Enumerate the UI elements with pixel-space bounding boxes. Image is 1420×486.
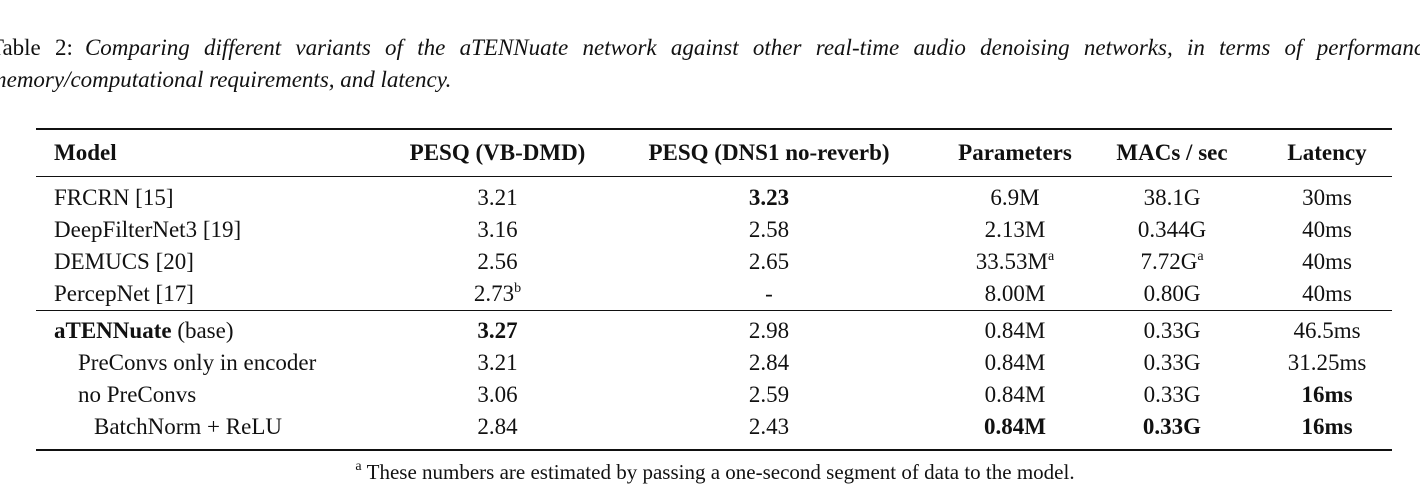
table-row: DeepFilterNet3 [19] 3.16 2.58 2.13M 0.344G 40… — [36, 214, 1392, 246]
row-group: aTENNuate (base) 3.27 2.98 0.84M 0.33G 46.5ms… — [36, 310, 1392, 450]
cell: 0.84M — [948, 411, 1082, 450]
cell: 16ms — [1262, 411, 1392, 450]
cell: 7.72Ga — [1082, 246, 1262, 278]
cell: 0.33G — [1143, 350, 1201, 375]
table-row: BatchNorm + ReLU 2.84 2.43 0.84M 0.33G 16ms — [36, 411, 1392, 450]
header-cell: Latency — [1287, 140, 1367, 165]
table-row: no PreConvs 3.06 2.59 0.84M 0.33G 16ms — [36, 379, 1392, 411]
cell: 0.84M — [984, 350, 1046, 375]
cell: 8.00M — [984, 281, 1046, 306]
footnote-text: These numbers are estimated by passing a… — [366, 460, 1075, 484]
cell: DeepFilterNet3 [19] — [54, 217, 242, 242]
row-group: FRCRN [15] 3.21 3.23 6.9M 38.1G 30ms DeepFilte… — [36, 177, 1392, 311]
cell: 0.33G — [1143, 318, 1201, 343]
cell: 3.16 — [477, 217, 518, 242]
table-row: FRCRN [15] 3.21 3.23 6.9M 38.1G 30ms — [36, 177, 1392, 215]
header-row: Model PESQ (VB-DMD) PESQ (DNS1 no-reverb) P… — [36, 129, 1392, 177]
footnotes: a These numbers are estimated by passing … — [0, 458, 1420, 486]
cell: 31.25ms — [1287, 350, 1367, 375]
header-cell: Model — [54, 140, 117, 165]
cell: 6.9M — [990, 185, 1040, 210]
cell-text: 16ms — [1301, 382, 1353, 407]
cell-text: aTENNuate — [54, 318, 172, 343]
cell: BatchNorm + ReLU — [94, 414, 282, 439]
cell-text: 33.53M — [975, 249, 1048, 274]
cell: 46.5ms — [1293, 318, 1361, 343]
cell: 2.98 — [748, 318, 790, 343]
header-cell: PESQ (VB-DMD) — [409, 140, 586, 165]
table-row: PercepNet [17] 2.73b - 8.00M 0.80G 40ms — [36, 278, 1392, 311]
footnote: a These numbers are estimated by passing … — [0, 458, 1420, 486]
table-row: aTENNuate (base) 3.27 2.98 0.84M 0.33G 46.5ms — [36, 311, 1392, 348]
cell: 16ms — [1262, 379, 1392, 411]
cell: 30ms — [1302, 185, 1352, 210]
caption-text: Comparing different variants of the aTEN… — [0, 35, 1420, 92]
cell: 0.84M — [984, 318, 1046, 343]
cell-footnote-mark: b — [514, 281, 522, 296]
cell-footnote-mark: a — [1047, 249, 1055, 264]
cell: 40ms — [1302, 217, 1352, 242]
header-cell: PESQ (DNS1 no-reverb) — [648, 140, 890, 165]
cell: 38.1G — [1143, 185, 1201, 210]
cell-text: 3.27 — [477, 318, 518, 343]
caption: Table 2:Comparing different variants of … — [0, 32, 1420, 96]
table-row: PreConvs only in encoder 3.21 2.84 0.84M 0.3… — [36, 347, 1392, 379]
cell: DEMUCS [20] — [54, 249, 194, 274]
table-row: DEMUCS [20] 2.56 2.65 33.53Ma 7.72Ga 40ms — [36, 246, 1392, 278]
cell: - — [765, 281, 773, 306]
cell-text: 0.84M — [984, 414, 1046, 439]
header-cell: Parameters — [958, 140, 1072, 165]
cell-suffix: (base) — [171, 318, 234, 343]
cell: 3.21 — [477, 185, 518, 210]
cell: 2.13M — [984, 217, 1046, 242]
cell-text: 3.23 — [748, 185, 790, 210]
cell: 0.33G — [1082, 411, 1262, 450]
cell: 40ms — [1302, 281, 1352, 306]
cell: FRCRN [15] — [54, 185, 174, 210]
cell: 0.344G — [1137, 217, 1207, 242]
cell-footnote-mark: a — [1197, 249, 1204, 264]
results-table: Model PESQ (VB-DMD) PESQ (DNS1 no-reverb) P… — [36, 128, 1392, 451]
cell: 2.56 — [477, 249, 518, 274]
cell: 2.58 — [748, 217, 790, 242]
cell: 0.80G — [1143, 281, 1201, 306]
cell-text: 0.33G — [1142, 414, 1202, 439]
cell: 3.06 — [477, 382, 518, 407]
cell: 3.23 — [590, 177, 948, 215]
cell-text: 16ms — [1301, 414, 1353, 439]
cell: 40ms — [1302, 249, 1352, 274]
cell: 2.84 — [477, 414, 518, 439]
caption-label: Table 2: — [0, 35, 73, 60]
cell: 3.27 — [405, 311, 590, 348]
cell-text: 2.73 — [473, 281, 515, 306]
cell: 0.84M — [984, 382, 1046, 407]
cell-text: 7.72G — [1140, 249, 1198, 274]
cell: 33.53Ma — [948, 246, 1082, 278]
cell: 0.33G — [1143, 382, 1201, 407]
footnote-mark: a — [355, 459, 362, 474]
cell: 2.84 — [748, 350, 790, 375]
cell: 2.43 — [748, 414, 790, 439]
cell: PreConvs only in encoder — [78, 350, 317, 375]
cell: no PreConvs — [78, 382, 197, 407]
cell: PercepNet [17] — [54, 281, 194, 306]
cell: 3.21 — [477, 350, 518, 375]
cell: 2.65 — [748, 249, 790, 274]
header-cell: MACs / sec — [1116, 140, 1228, 165]
cell: aTENNuate (base) — [36, 311, 405, 348]
cell: 2.73b — [405, 278, 590, 311]
cell: 2.59 — [748, 382, 790, 407]
